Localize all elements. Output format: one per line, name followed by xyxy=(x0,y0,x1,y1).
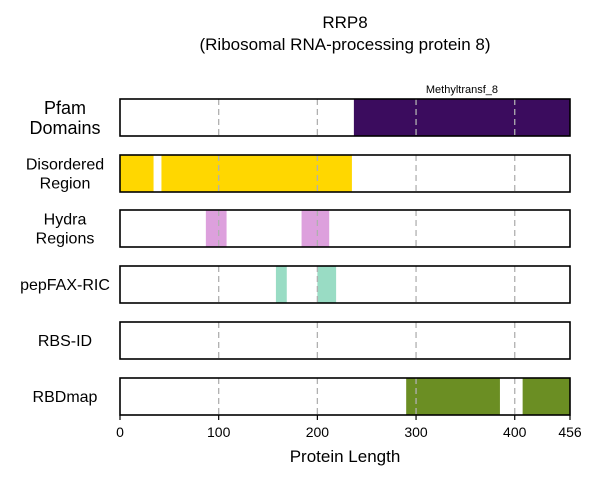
x-tick-label: 456 xyxy=(558,424,582,440)
track-label: Pfam xyxy=(44,98,86,118)
segment-label: Methyltransf_8 xyxy=(426,84,498,96)
track-frame xyxy=(119,154,571,193)
track-background xyxy=(120,266,570,303)
track-frame xyxy=(119,377,571,416)
track-disordered: Disordered Region xyxy=(26,154,571,193)
x-tick-label: 0 xyxy=(116,424,124,440)
track-label: RBS-ID xyxy=(38,333,92,350)
segment-pepfax-2 xyxy=(317,266,337,303)
segment-disordered-1 xyxy=(120,155,154,192)
track-background xyxy=(120,378,570,415)
segment-pfam-1 xyxy=(353,99,570,136)
chart-title-group: RRP8 (Ribosomal RNA-processing protein 8… xyxy=(199,13,490,54)
track-label: Domains xyxy=(29,118,100,138)
chart-title: RRP8 xyxy=(322,13,367,32)
segment-disordered-2 xyxy=(161,155,352,192)
track-label: Region xyxy=(40,176,91,193)
x-tick-label: 300 xyxy=(404,424,428,440)
track-background xyxy=(120,322,570,359)
track-label: Hydra xyxy=(44,212,87,229)
segment-pepfax-1 xyxy=(275,266,287,303)
track-rbdmap: RBDmap xyxy=(33,377,571,416)
x-axis: 0 100 200 300 400 456 xyxy=(116,415,582,440)
x-tick-label: 200 xyxy=(306,424,330,440)
x-axis-label: Protein Length xyxy=(290,447,401,466)
chart-subtitle: (Ribosomal RNA-processing protein 8) xyxy=(199,35,490,54)
track-frame xyxy=(119,321,571,360)
track-label: Disordered xyxy=(26,157,104,174)
segment-hydra-2 xyxy=(301,210,330,247)
segment-rbdmap-2 xyxy=(522,378,570,415)
track-frame xyxy=(119,265,571,304)
track-hydra: Hydra Regions xyxy=(36,209,571,248)
segment-hydra-1 xyxy=(205,210,227,247)
track-background xyxy=(120,210,570,247)
track-frame xyxy=(119,98,571,137)
track-label: pepFAX-RIC xyxy=(20,277,110,294)
x-tick-label: 100 xyxy=(207,424,231,440)
track-rbsid: RBS-ID xyxy=(38,321,571,360)
segment-rbdmap-1 xyxy=(406,378,500,415)
track-pepfax: pepFAX-RIC xyxy=(20,265,571,304)
track-label: RBDmap xyxy=(33,389,98,406)
track-label: Regions xyxy=(36,231,95,248)
x-tick-label: 400 xyxy=(503,424,527,440)
track-frame xyxy=(119,209,571,248)
